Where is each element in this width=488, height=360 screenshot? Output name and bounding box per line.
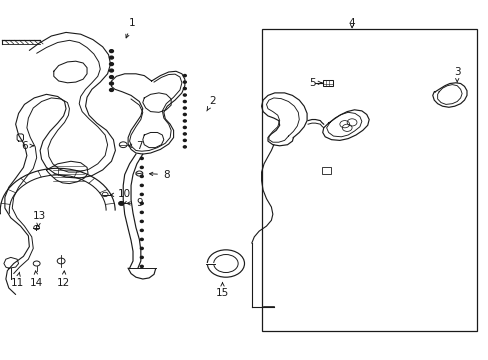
Circle shape <box>140 238 143 240</box>
Text: 4: 4 <box>348 18 355 28</box>
Text: 8: 8 <box>149 170 169 180</box>
Circle shape <box>140 157 143 159</box>
Circle shape <box>183 146 186 148</box>
Circle shape <box>140 256 143 258</box>
Circle shape <box>140 175 143 177</box>
Circle shape <box>183 100 186 103</box>
Circle shape <box>140 247 143 249</box>
Circle shape <box>183 133 186 135</box>
Text: 5: 5 <box>309 78 321 88</box>
Circle shape <box>140 265 143 267</box>
Circle shape <box>183 75 186 77</box>
Text: 12: 12 <box>57 271 70 288</box>
Circle shape <box>140 184 143 186</box>
Circle shape <box>183 94 186 96</box>
Circle shape <box>183 113 186 116</box>
Text: 7: 7 <box>128 141 142 151</box>
Circle shape <box>140 220 143 222</box>
Circle shape <box>183 139 186 141</box>
Text: 10: 10 <box>110 189 131 199</box>
Text: 15: 15 <box>215 283 229 298</box>
Circle shape <box>109 56 113 59</box>
Circle shape <box>183 120 186 122</box>
Text: 3: 3 <box>453 67 460 82</box>
Text: 6: 6 <box>21 141 34 151</box>
Circle shape <box>140 193 143 195</box>
Text: 11: 11 <box>10 272 24 288</box>
Circle shape <box>109 69 113 72</box>
Circle shape <box>109 76 113 78</box>
Bar <box>321 167 330 174</box>
Bar <box>322 80 333 86</box>
Text: 9: 9 <box>127 198 142 208</box>
Circle shape <box>183 107 186 109</box>
Circle shape <box>109 50 113 53</box>
Circle shape <box>183 87 186 90</box>
Text: 14: 14 <box>30 271 43 288</box>
Circle shape <box>109 82 113 85</box>
Circle shape <box>109 89 113 91</box>
Circle shape <box>140 229 143 231</box>
Text: 13: 13 <box>32 211 46 227</box>
Circle shape <box>109 63 113 66</box>
Circle shape <box>119 202 123 205</box>
Bar <box>261 29 476 331</box>
Text: 1: 1 <box>125 18 135 38</box>
Circle shape <box>140 202 143 204</box>
Text: 2: 2 <box>206 96 216 111</box>
Circle shape <box>183 81 186 83</box>
Circle shape <box>183 126 186 129</box>
Circle shape <box>140 166 143 168</box>
Circle shape <box>140 211 143 213</box>
